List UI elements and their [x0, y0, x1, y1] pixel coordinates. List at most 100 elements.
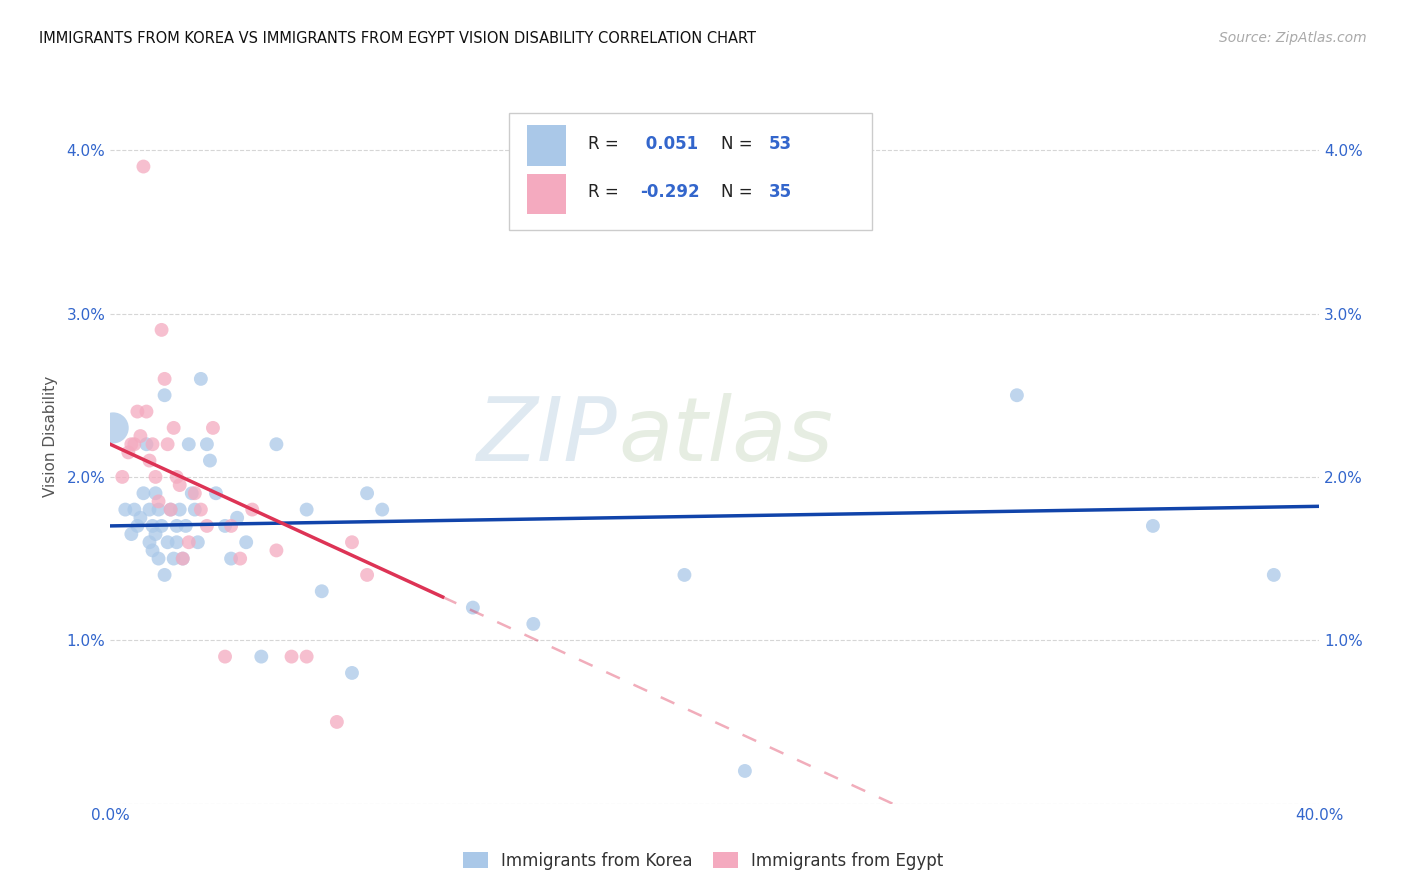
Point: [184, 486, 207, 500]
Point: [184, 502, 207, 516]
Point: [163, 421, 186, 435]
Point: [166, 535, 188, 549]
Point: [1263, 568, 1285, 582]
Point: [266, 437, 288, 451]
Y-axis label: Vision Disability: Vision Disability: [44, 376, 58, 497]
Point: [159, 502, 181, 516]
Text: -0.292: -0.292: [640, 183, 699, 201]
Point: [135, 437, 157, 451]
Point: [177, 437, 200, 451]
Point: [153, 568, 176, 582]
Text: N =: N =: [721, 135, 752, 153]
Text: R =: R =: [588, 183, 619, 201]
Point: [111, 470, 134, 484]
Point: [141, 519, 163, 533]
Point: [148, 502, 170, 516]
Point: [219, 519, 242, 533]
Point: [522, 616, 544, 631]
Point: [198, 453, 221, 467]
Point: [156, 535, 179, 549]
Point: [141, 543, 163, 558]
Text: 53: 53: [769, 135, 792, 153]
Point: [169, 502, 191, 516]
Text: N =: N =: [721, 183, 752, 201]
Point: [150, 323, 173, 337]
Point: [127, 404, 149, 418]
Point: [190, 372, 212, 386]
Point: [1005, 388, 1028, 402]
Point: [280, 649, 302, 664]
FancyBboxPatch shape: [527, 125, 567, 166]
Point: [371, 502, 394, 516]
Point: [190, 502, 212, 516]
Point: [177, 535, 200, 549]
Text: 0.051: 0.051: [640, 135, 697, 153]
Point: [120, 527, 142, 541]
Point: [673, 568, 696, 582]
Point: [145, 527, 167, 541]
Point: [295, 649, 318, 664]
Point: [166, 470, 188, 484]
Point: [172, 551, 194, 566]
Point: [127, 519, 149, 533]
Point: [356, 486, 378, 500]
Point: [180, 486, 202, 500]
Point: [129, 429, 152, 443]
Point: [124, 502, 146, 516]
Point: [114, 502, 136, 516]
Point: [195, 437, 218, 451]
Point: [169, 478, 191, 492]
Point: [145, 470, 167, 484]
Point: [340, 535, 363, 549]
Point: [166, 519, 188, 533]
Point: [250, 649, 273, 664]
Point: [138, 535, 160, 549]
Point: [117, 445, 139, 459]
Text: Source: ZipAtlas.com: Source: ZipAtlas.com: [1219, 31, 1367, 45]
Legend: Immigrants from Korea, Immigrants from Egypt: Immigrants from Korea, Immigrants from E…: [456, 846, 950, 877]
Point: [141, 437, 163, 451]
Point: [135, 404, 157, 418]
Point: [159, 502, 181, 516]
Point: [138, 453, 160, 467]
Point: [153, 372, 176, 386]
Text: IMMIGRANTS FROM KOREA VS IMMIGRANTS FROM EGYPT VISION DISABILITY CORRELATION CHA: IMMIGRANTS FROM KOREA VS IMMIGRANTS FROM…: [39, 31, 756, 46]
Point: [148, 551, 170, 566]
Point: [120, 437, 142, 451]
Point: [214, 519, 236, 533]
Point: [145, 486, 167, 500]
Point: [132, 160, 155, 174]
Point: [156, 437, 179, 451]
Point: [219, 551, 242, 566]
Point: [205, 486, 228, 500]
Point: [129, 510, 152, 524]
Point: [132, 486, 155, 500]
Point: [311, 584, 333, 599]
Point: [734, 764, 756, 778]
Point: [172, 551, 194, 566]
Point: [150, 519, 173, 533]
Point: [214, 649, 236, 664]
Point: [124, 437, 146, 451]
Text: R =: R =: [588, 135, 619, 153]
Text: 35: 35: [769, 183, 792, 201]
Point: [148, 494, 170, 508]
Point: [187, 535, 209, 549]
Point: [326, 714, 349, 729]
Point: [138, 502, 160, 516]
Point: [201, 421, 224, 435]
Point: [240, 502, 263, 516]
Point: [1142, 519, 1164, 533]
Point: [103, 421, 125, 435]
Point: [235, 535, 257, 549]
Point: [226, 510, 249, 524]
Point: [266, 543, 288, 558]
Point: [229, 551, 252, 566]
Point: [195, 519, 218, 533]
Text: ZIP: ZIP: [477, 393, 619, 479]
Point: [295, 502, 318, 516]
Point: [356, 568, 378, 582]
Point: [461, 600, 484, 615]
FancyBboxPatch shape: [527, 174, 567, 214]
Point: [174, 519, 197, 533]
